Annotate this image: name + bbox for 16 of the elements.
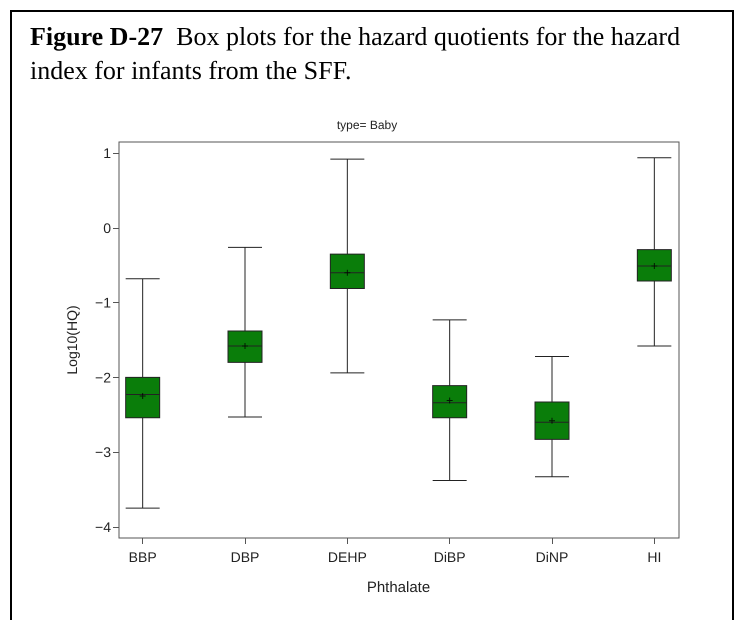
- y-tick-label: −3: [95, 444, 112, 460]
- x-tick-label: DEHP: [328, 549, 367, 565]
- x-tick-label: BBP: [128, 549, 157, 565]
- y-tick-label: 1: [103, 145, 112, 162]
- x-tick-label: DiBP: [434, 549, 466, 565]
- y-tick-label: 0: [103, 220, 112, 236]
- y-tick-label: −4: [95, 518, 112, 535]
- chart-title: Figure D-27 Box plots for the hazard quotients for the hazard index for infants from the SFF.: [30, 22, 680, 85]
- y-tick-label: −1: [95, 294, 112, 311]
- chart-subtitle: type= Baby: [336, 118, 398, 132]
- y-axis-title: Log10(HQ): [64, 305, 80, 375]
- x-axis-title: Phthalate: [366, 579, 430, 596]
- x-tick-label: HI: [647, 549, 662, 565]
- x-tick-label: DBP: [230, 549, 260, 565]
- x-tick-label: DiNP: [536, 549, 568, 565]
- y-tick-label: −2: [95, 369, 112, 386]
